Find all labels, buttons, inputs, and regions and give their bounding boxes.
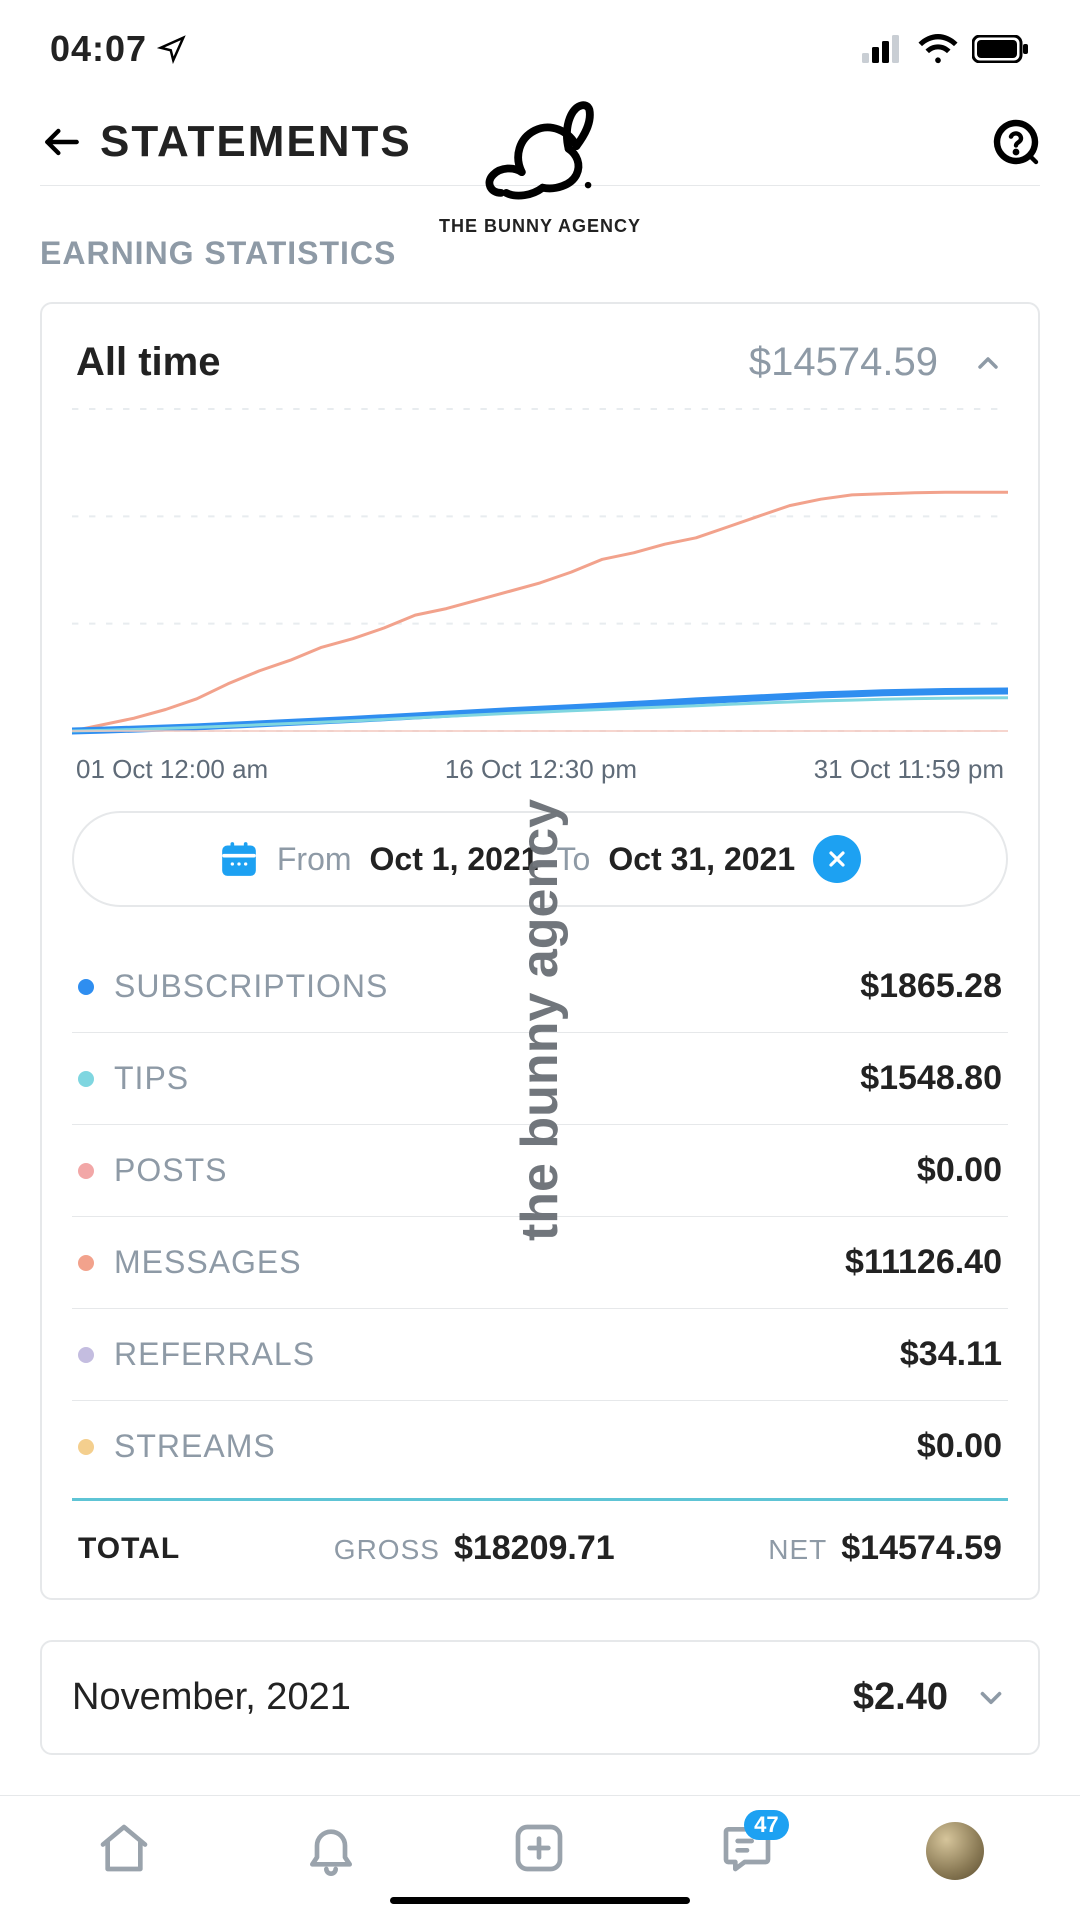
totals-row: TOTAL GROSS $18209.71 NET $14574.59 — [72, 1498, 1008, 1568]
home-indicator — [390, 1897, 690, 1904]
breakdown-row-left: STREAMS — [78, 1428, 276, 1465]
total-label: TOTAL — [78, 1532, 180, 1566]
xaxis-tick: 16 Oct 12:30 pm — [445, 754, 637, 785]
messages-badge: 47 — [744, 1810, 788, 1840]
net-pair: NET $14574.59 — [768, 1529, 1002, 1568]
xaxis-tick: 01 Oct 12:00 am — [76, 754, 268, 785]
app-screen: { "status_bar": { "time": "04:07", "loca… — [0, 0, 1080, 1920]
wifi-icon — [918, 34, 958, 64]
breakdown-row-left: MESSAGES — [78, 1244, 302, 1281]
calendar-icon — [219, 839, 259, 879]
cellular-icon — [862, 35, 904, 63]
battery-icon — [972, 35, 1030, 63]
net-label: NET — [768, 1534, 827, 1566]
breakdown-value: $1865.28 — [860, 967, 1002, 1006]
nav-messages[interactable]: 47 — [719, 1820, 775, 1881]
page-title: STATEMENTS — [100, 117, 412, 167]
breakdown-value: $11126.40 — [845, 1243, 1002, 1282]
breakdown-row-left: SUBSCRIPTIONS — [78, 968, 388, 1005]
breakdown-row: STREAMS $0.00 — [72, 1401, 1008, 1492]
month-row[interactable]: November, 2021 $2.40 — [40, 1640, 1040, 1755]
gross-label: GROSS — [334, 1534, 440, 1566]
category-dot-icon — [78, 1347, 94, 1363]
location-icon — [157, 34, 187, 64]
breakdown-value: $0.00 — [917, 1151, 1002, 1190]
chevron-up-icon[interactable] — [972, 347, 1004, 379]
xaxis-tick: 31 Oct 11:59 pm — [814, 754, 1004, 785]
breakdown-row-left: REFERRALS — [78, 1336, 315, 1373]
date-to-value: Oct 31, 2021 — [608, 841, 795, 878]
breakdown-label: SUBSCRIPTIONS — [114, 968, 388, 1005]
breakdown-value: $1548.80 — [860, 1059, 1002, 1098]
chevron-down-icon[interactable] — [974, 1681, 1008, 1715]
card-header-right: $14574.59 — [749, 340, 1004, 385]
logo-caption: THE BUNNY AGENCY — [439, 216, 641, 237]
breakdown-row-left: POSTS — [78, 1152, 227, 1189]
net-value: $14574.59 — [841, 1529, 1002, 1568]
breakdown-row-left: TIPS — [78, 1060, 189, 1097]
breakdown-value: $0.00 — [917, 1427, 1002, 1466]
status-time: 04:07 — [50, 28, 147, 70]
breakdown-label: POSTS — [114, 1152, 227, 1189]
header: STATEMENTS THE BUNNY AGENCY — [0, 80, 1080, 185]
breakdown-row: REFERRALS $34.11 — [72, 1309, 1008, 1401]
plus-square-icon — [511, 1820, 567, 1876]
gross-pair: GROSS $18209.71 — [334, 1529, 615, 1568]
category-dot-icon — [78, 1255, 94, 1271]
status-time-wrap: 04:07 — [50, 28, 187, 70]
header-left: STATEMENTS — [40, 117, 412, 167]
status-right — [862, 34, 1030, 64]
home-icon — [96, 1820, 152, 1876]
status-bar: 04:07 — [0, 0, 1080, 80]
nav-profile[interactable] — [926, 1822, 984, 1880]
month-title: November, 2021 — [72, 1676, 351, 1719]
bell-icon — [303, 1820, 359, 1876]
earnings-chart — [72, 405, 1008, 735]
date-from-label: From — [277, 841, 352, 878]
card-title: All time — [76, 340, 220, 385]
help-icon[interactable] — [992, 118, 1040, 166]
back-icon[interactable] — [40, 120, 84, 164]
nav-notifications[interactable] — [303, 1820, 359, 1881]
breakdown-label: STREAMS — [114, 1428, 276, 1465]
breakdown-label: REFERRALS — [114, 1336, 315, 1373]
category-dot-icon — [78, 1163, 94, 1179]
clear-date-icon[interactable] — [813, 835, 861, 883]
avatar-icon — [926, 1822, 984, 1880]
breakdown-value: $34.11 — [900, 1335, 1002, 1374]
breakdown-label: MESSAGES — [114, 1244, 302, 1281]
watermark-text: the bunny agency — [510, 799, 570, 1241]
category-dot-icon — [78, 1439, 94, 1455]
chart-series-tips-cumulative — [72, 698, 1008, 731]
card-header[interactable]: All time $14574.59 — [72, 332, 1008, 405]
category-dot-icon — [78, 1071, 94, 1087]
nav-home[interactable] — [96, 1820, 152, 1881]
nav-create[interactable] — [511, 1820, 567, 1881]
breakdown-label: TIPS — [114, 1060, 189, 1097]
bottom-nav: 47 — [0, 1795, 1080, 1897]
card-amount: $14574.59 — [749, 340, 938, 385]
category-dot-icon — [78, 979, 94, 995]
month-amount: $2.40 — [853, 1676, 948, 1719]
bunny-logo-icon — [475, 90, 605, 210]
month-right: $2.40 — [853, 1676, 1008, 1719]
logo-wrap: THE BUNNY AGENCY — [439, 90, 641, 237]
gross-value: $18209.71 — [454, 1529, 615, 1568]
